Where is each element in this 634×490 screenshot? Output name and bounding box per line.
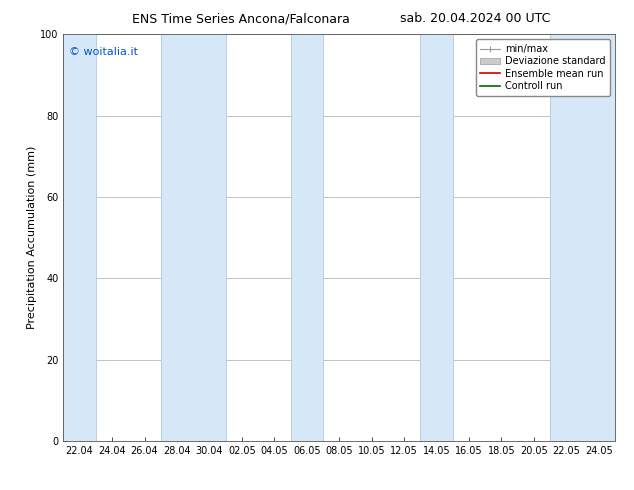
Bar [290,34,323,441]
Text: sab. 20.04.2024 00 UTC: sab. 20.04.2024 00 UTC [400,12,551,25]
Bar [63,34,96,441]
Y-axis label: Precipitation Accumulation (mm): Precipitation Accumulation (mm) [27,146,37,329]
Bar [420,34,453,441]
Legend: min/max, Deviazione standard, Ensemble mean run, Controll run: min/max, Deviazione standard, Ensemble m… [476,39,610,96]
Bar [550,34,615,441]
Bar [161,34,226,441]
Text: ENS Time Series Ancona/Falconara: ENS Time Series Ancona/Falconara [132,12,350,25]
Text: © woitalia.it: © woitalia.it [69,47,138,56]
